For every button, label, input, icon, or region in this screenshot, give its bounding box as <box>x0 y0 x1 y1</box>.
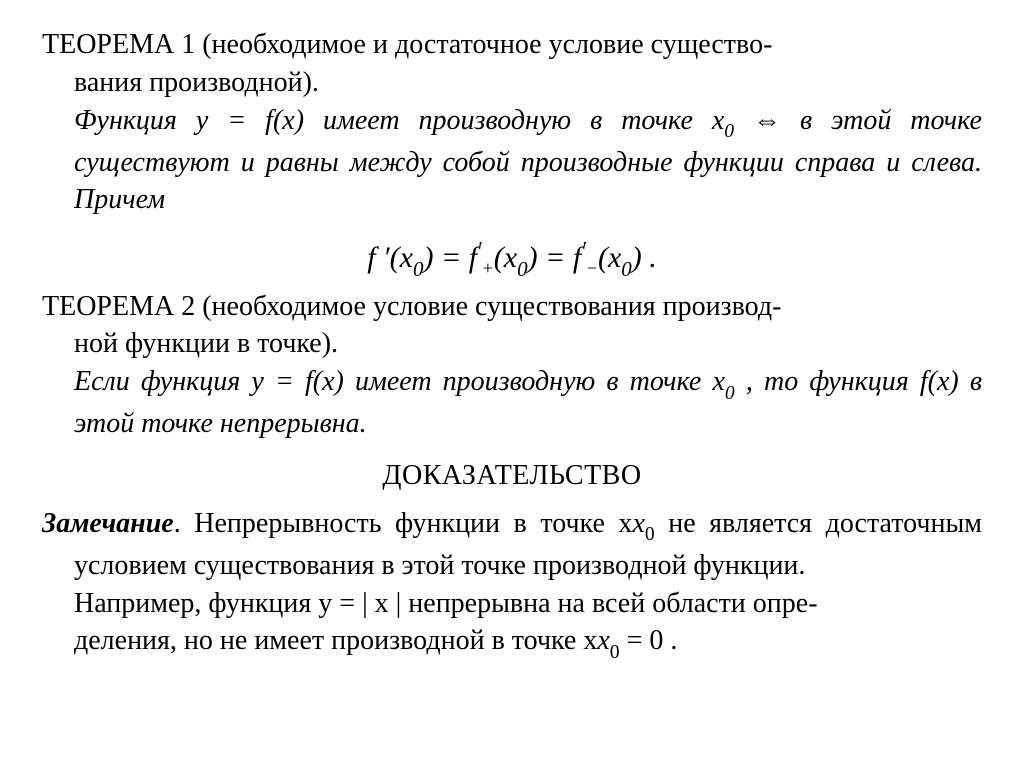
theorem-2: ТЕОРЕМА 2 (необходимое условие существов… <box>42 288 982 443</box>
remark-ex-post: = 0 . <box>620 625 678 656</box>
theorem-1: ТЕОРЕМА 1 (необходимое и достаточное усл… <box>42 26 982 219</box>
proof-title: ДОКАЗАТЕЛЬСТВО <box>42 457 982 495</box>
theorem-1-title-pre: ТЕОРЕМА 1 (необходимое и достаточное усл… <box>42 29 763 60</box>
document-page: ТЕОРЕМА 1 (необходимое и достаточное усл… <box>0 0 1024 664</box>
theorem-1-title-post: вания производной). <box>74 67 319 98</box>
remark: Замечание. Непрерывность функции в точке… <box>42 505 982 665</box>
theorem-1-body-sub: 0 <box>724 121 734 142</box>
remark-ex-mid: деления, но не имеет производной в точке… <box>74 625 597 656</box>
remark-body-pre: . Непрерывность функции в точке x <box>174 508 633 539</box>
theorem-2-body-pre: Если функция y = f(x) имеет производную … <box>74 366 725 397</box>
theorem-1-formula: f ′(x0) = f′+(x0) = f′−(x0) . <box>42 233 982 287</box>
remark-label: Замечание <box>42 508 174 539</box>
theorem-2-title-pre: ТЕОРЕМА 2 (необходимое условие существов… <box>42 291 772 322</box>
theorem-2-body-sub: 0 <box>725 383 735 404</box>
theorem-2-title-post: ной функции в точке). <box>74 328 338 359</box>
theorem-1-body-pre: Функция y = f(x) имеет производную в точ… <box>74 105 724 136</box>
remark-body-sub: 0 <box>645 524 655 545</box>
remark-ex-pre: Например, функция y = | x | непрерывна н… <box>74 588 808 619</box>
remark-ex-sub: 0 <box>610 642 620 663</box>
